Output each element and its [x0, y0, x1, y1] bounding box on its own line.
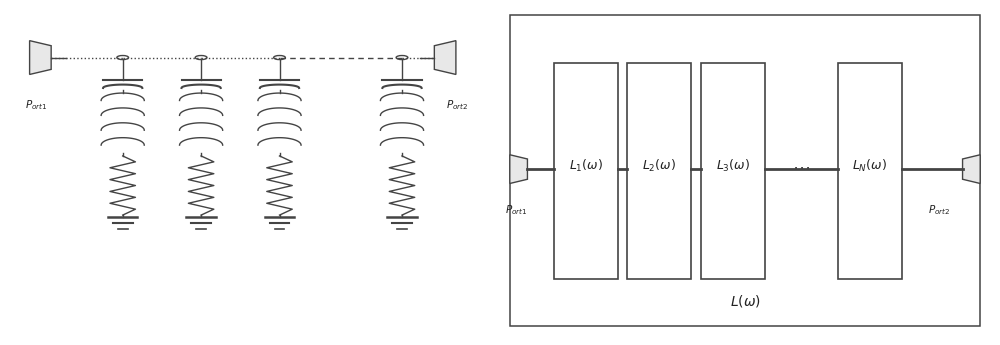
Bar	[554, 63, 618, 279]
Bar	[510, 15, 980, 326]
Polygon shape	[30, 41, 51, 75]
Text: $P_{ort2}$: $P_{ort2}$	[446, 98, 468, 112]
Text: $P_{ort1}$: $P_{ort1}$	[25, 98, 47, 112]
Text: $L(\omega)$: $L(\omega)$	[730, 293, 760, 309]
Text: $\cdots$: $\cdots$	[792, 158, 810, 176]
Text: $L_2(\omega)$: $L_2(\omega)$	[642, 158, 676, 174]
Bar	[701, 63, 765, 279]
Text: $L_3(\omega)$: $L_3(\omega)$	[716, 158, 750, 174]
Polygon shape	[510, 155, 527, 184]
Text: $P_{ort1}$: $P_{ort1}$	[505, 203, 527, 217]
Bar	[627, 63, 691, 279]
Polygon shape	[434, 41, 456, 75]
Bar	[838, 63, 902, 279]
Text: $L_N(\omega)$: $L_N(\omega)$	[852, 158, 887, 174]
Text: $L_1(\omega)$: $L_1(\omega)$	[569, 158, 603, 174]
Text: $P_{ort2}$: $P_{ort2}$	[928, 203, 951, 217]
Polygon shape	[963, 155, 980, 184]
